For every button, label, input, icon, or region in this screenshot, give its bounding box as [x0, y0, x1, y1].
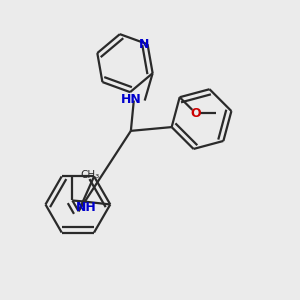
Text: HN: HN: [121, 93, 142, 106]
Text: NH: NH: [76, 201, 96, 214]
Text: O: O: [190, 107, 201, 120]
Text: N: N: [139, 38, 149, 51]
Text: CH₃: CH₃: [80, 170, 100, 181]
